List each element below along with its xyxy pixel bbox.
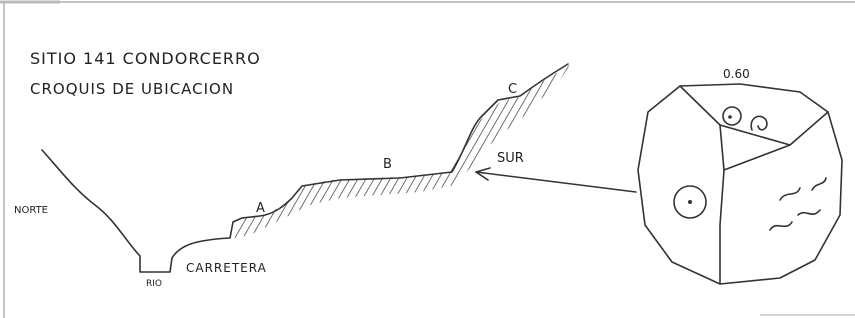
direction-label: SUR — [497, 151, 524, 166]
stone-label: 0.60 — [723, 67, 750, 81]
title-line: SITIO 141 CONDORCERRO — [30, 49, 261, 68]
subtitle-line: CROQUIS DE UBICACION — [30, 80, 234, 98]
north-label: NORTE — [14, 205, 48, 216]
stone — [638, 84, 842, 284]
road-label: CARRETERA — [186, 261, 267, 275]
arrow — [476, 168, 636, 192]
river-label: RIO — [146, 279, 162, 289]
sketch: SITIO 141 CONDORCERRO CROQUIS DE UBICACI… — [0, 0, 855, 318]
terrace-label: C — [508, 82, 517, 97]
terrace-label: A — [256, 201, 265, 216]
terrace-label: B — [383, 157, 392, 172]
